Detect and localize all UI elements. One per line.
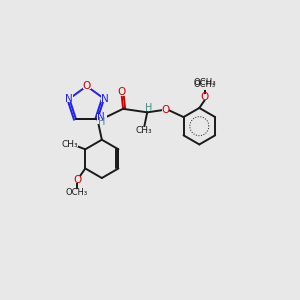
- Bar: [97, 114, 106, 124]
- Bar: [201, 94, 208, 100]
- Text: N: N: [98, 112, 105, 122]
- Text: O: O: [73, 175, 81, 184]
- Bar: [118, 89, 125, 96]
- Bar: [62, 141, 78, 147]
- Text: H: H: [145, 103, 152, 113]
- Text: OCH₃: OCH₃: [194, 80, 216, 89]
- Text: CH₃: CH₃: [136, 126, 153, 135]
- Text: OCH₃: OCH₃: [193, 77, 216, 86]
- Text: O: O: [118, 87, 126, 97]
- Bar: [190, 79, 219, 89]
- Bar: [82, 83, 91, 89]
- Bar: [138, 128, 151, 134]
- Bar: [162, 107, 169, 113]
- Text: O: O: [82, 81, 91, 91]
- Bar: [65, 95, 73, 102]
- Text: H: H: [98, 117, 105, 127]
- Bar: [196, 78, 214, 86]
- Text: N: N: [65, 94, 73, 104]
- Text: O: O: [161, 105, 169, 115]
- Bar: [101, 95, 109, 102]
- Bar: [74, 176, 80, 183]
- Text: OCH₃: OCH₃: [66, 188, 88, 197]
- Text: O: O: [200, 92, 209, 102]
- Text: CH₃: CH₃: [61, 140, 78, 148]
- Text: N: N: [101, 94, 109, 104]
- Bar: [146, 105, 152, 111]
- Bar: [198, 81, 212, 88]
- Bar: [69, 189, 85, 196]
